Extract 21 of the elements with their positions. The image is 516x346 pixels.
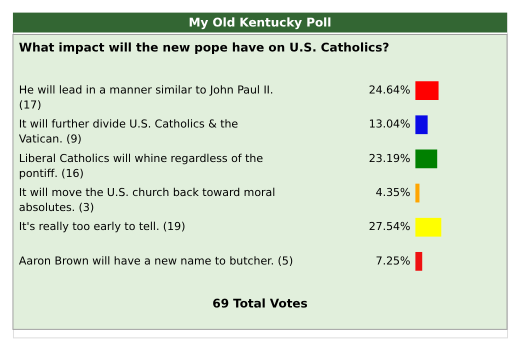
data-label: 23.19% — [368, 152, 410, 165]
bar — [415, 81, 439, 100]
data-label: 4.35% — [376, 186, 410, 200]
y-tick-label: It will move the U.S. church back toward moral absolutes. (3) — [18, 186, 276, 214]
text: What impact will the new pope have on U.S. Catholics? — [18, 40, 390, 54]
data-label: 27.54% — [368, 220, 410, 234]
data-label: 24.64% — [368, 84, 410, 97]
bar — [415, 184, 420, 202]
bar — [415, 150, 438, 168]
bar — [415, 218, 442, 237]
y-tick-label: Aaron Brown will have a new name to butcher. (5) — [18, 254, 294, 268]
y-tick-label: It's really too early to tell. (19) — [18, 220, 186, 234]
text: My Old Kentucky Poll — [188, 16, 332, 30]
y-tick-label: It will further divide U.S. Catholics & the Vatican. (9) — [18, 118, 238, 146]
data-label: 7.25% — [376, 254, 410, 268]
text: 69 Total Votes — [212, 296, 308, 310]
y-tick-label: He will lead in a manner similar to John Paul II. (17) — [18, 84, 274, 112]
bar — [415, 115, 428, 134]
data-label: 13.04% — [368, 118, 410, 131]
bar — [415, 252, 422, 271]
y-tick-label: Liberal Catholics will whine regardless of the pontiff. (16) — [18, 152, 264, 180]
